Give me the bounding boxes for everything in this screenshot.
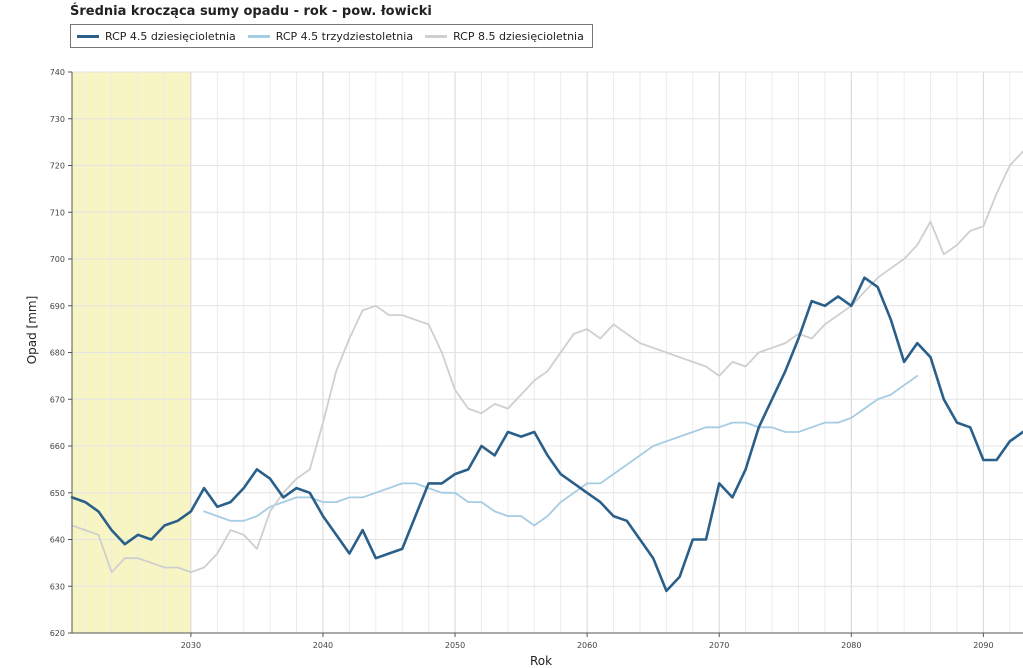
x-tick-label: 2050 — [445, 641, 465, 650]
legend-item-rcp45-10: RCP 4.5 dziesięcioletnia — [77, 30, 236, 43]
y-tick-label: 720 — [50, 162, 65, 171]
y-tick-label: 640 — [50, 536, 65, 545]
x-tick-label: 2060 — [577, 641, 597, 650]
y-tick-label: 740 — [50, 68, 65, 77]
chart-title: Średnia krocząca sumy opadu - rok - pow.… — [70, 4, 432, 19]
x-tick-label: 2090 — [973, 641, 993, 650]
x-tick-label: 2030 — [181, 641, 201, 650]
series-line-2 — [203, 375, 919, 527]
y-tick-label: 630 — [50, 582, 65, 591]
legend-label: RCP 8.5 dziesięcioletnia — [453, 29, 584, 43]
legend-item-rcp45-30: RCP 4.5 trzydziestoletnia — [247, 29, 414, 43]
y-tick-label: 660 — [50, 442, 65, 451]
series-line-1 — [70, 276, 1023, 593]
x-tick-label: 2080 — [841, 641, 861, 650]
y-tick-label: 710 — [50, 208, 65, 217]
legend-label: RCP 4.5 dziesięcioletnia — [105, 29, 236, 43]
y-tick-label: 650 — [50, 489, 65, 498]
x-tick-label: 2070 — [709, 641, 729, 650]
legend-swatch — [247, 34, 270, 38]
y-tick-label: 680 — [50, 349, 65, 358]
y-tick-label: 730 — [50, 115, 65, 124]
y-tick-label: 700 — [50, 255, 65, 264]
series-line-3 — [71, 150, 1023, 574]
legend-label: RCP 4.5 trzydziestoletnia — [275, 29, 414, 43]
legend: RCP 4.5 dziesięcioletnia RCP 4.5 trzydzi… — [70, 24, 593, 48]
legend-swatch — [77, 34, 99, 38]
legend-swatch — [425, 34, 448, 38]
x-axis-label: Rok — [530, 654, 553, 668]
y-tick-label: 620 — [50, 629, 65, 638]
x-tick-label: 2040 — [313, 641, 333, 650]
legend-item-rcp85-10: RCP 8.5 dziesięcioletnia — [425, 30, 584, 43]
y-tick-label: 690 — [50, 302, 65, 311]
y-tick-label: 670 — [50, 395, 65, 404]
